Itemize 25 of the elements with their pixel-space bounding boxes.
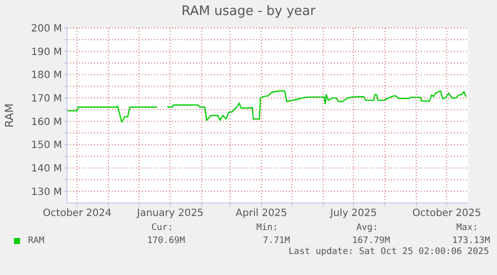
x-tick-label: April 2025 <box>236 208 288 220</box>
y-tick-label: 140 M <box>31 164 62 175</box>
text: Last update: Sat Oct 25 02:00:06 2025 <box>288 247 489 257</box>
x-tick-label: October 2025 <box>412 208 482 220</box>
text: 173.13M <box>451 235 490 247</box>
y-tick-label: 190 M <box>31 46 62 58</box>
y-tick-label: 160 M <box>31 116 62 128</box>
y-axis-title: RAM <box>2 103 16 128</box>
text: Avg: <box>355 222 379 235</box>
y-tick-label: 130 M <box>31 186 62 198</box>
text: 167.79M <box>351 235 390 247</box>
y-tick-label: 170 M <box>31 94 62 105</box>
y-tick-label: 200 M <box>31 24 62 35</box>
text: Min: <box>255 222 279 235</box>
x-tick-label: January 2025 <box>136 208 204 220</box>
text: 7.71M <box>262 235 290 248</box>
text: Max: <box>455 222 479 235</box>
x-tick-label: July 2025 <box>329 208 377 220</box>
x-tick-label: October 2024 <box>42 208 112 220</box>
chart-title: RAM usage - by year <box>180 4 316 19</box>
legend-label: RAM <box>28 236 44 246</box>
y-tick-label: 180 M <box>31 70 62 82</box>
y-tick-label: 150 M <box>31 140 62 152</box>
text: Cur: <box>150 222 174 235</box>
text: 170.69M <box>146 235 185 248</box>
